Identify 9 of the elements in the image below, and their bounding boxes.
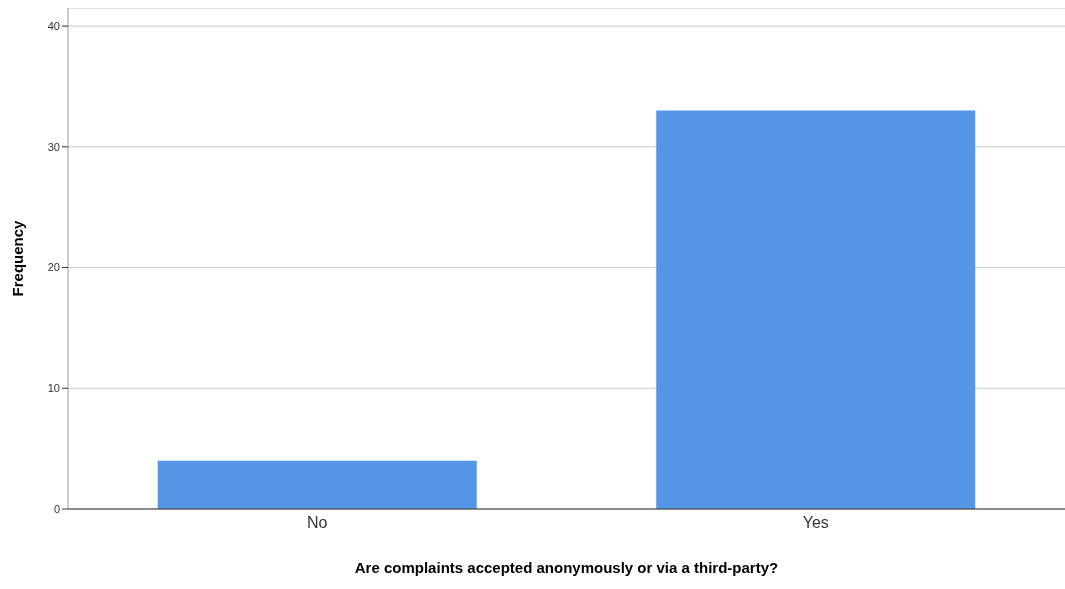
x-tick-label: No [307, 514, 328, 532]
x-axis-title: Are complaints accepted anonymously or via a third-party? [354, 559, 779, 576]
y-tick-label: 30 [47, 140, 60, 153]
y-tick-label: 40 [47, 20, 60, 33]
y-axis-title: Frequency [9, 219, 27, 297]
x-tick-label: Yes [802, 514, 829, 532]
y-tick-label: 0 [53, 502, 60, 515]
y-tick-label: 20 [47, 261, 60, 274]
y-tick-label: 10 [47, 382, 60, 395]
